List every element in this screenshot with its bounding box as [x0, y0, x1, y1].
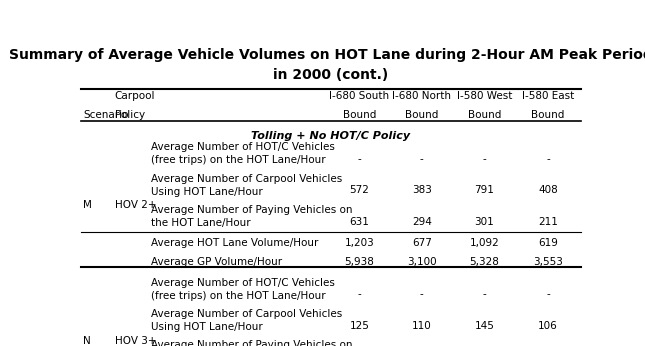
Text: -: -: [482, 289, 486, 299]
Text: 631: 631: [350, 217, 369, 227]
Text: Using HOT Lane/Hour: Using HOT Lane/Hour: [151, 187, 263, 197]
Text: 3,100: 3,100: [407, 257, 437, 266]
Text: (free trips) on the HOT Lane/Hour: (free trips) on the HOT Lane/Hour: [151, 155, 325, 165]
Text: Carpool: Carpool: [115, 91, 155, 101]
Text: Average Number of Paying Vehicles on: Average Number of Paying Vehicles on: [151, 340, 352, 346]
Text: Policy: Policy: [115, 110, 144, 120]
Text: -: -: [357, 289, 361, 299]
Text: 301: 301: [475, 217, 494, 227]
Text: Tolling + No HOT/C Policy: Tolling + No HOT/C Policy: [251, 131, 410, 141]
Text: -: -: [357, 154, 361, 164]
Text: the HOT Lane/Hour: the HOT Lane/Hour: [151, 218, 250, 228]
Text: -: -: [546, 154, 550, 164]
Text: 1,203: 1,203: [344, 238, 374, 248]
Text: I-680 North: I-680 North: [392, 91, 451, 101]
Text: 294: 294: [412, 217, 432, 227]
Text: Average Number of Paying Vehicles on: Average Number of Paying Vehicles on: [151, 205, 352, 215]
Text: Bound: Bound: [468, 110, 501, 120]
Text: -: -: [482, 154, 486, 164]
Text: Average HOT Lane Volume/Hour: Average HOT Lane Volume/Hour: [151, 238, 318, 248]
Text: I-680 South: I-680 South: [329, 91, 390, 101]
Text: 619: 619: [538, 238, 558, 248]
Text: (free trips) on the HOT Lane/Hour: (free trips) on the HOT Lane/Hour: [151, 291, 325, 301]
Text: -: -: [546, 289, 550, 299]
Text: Average Number of Carpool Vehicles: Average Number of Carpool Vehicles: [151, 309, 342, 319]
Text: 572: 572: [350, 185, 369, 195]
Text: 5,328: 5,328: [470, 257, 499, 266]
Text: Average GP Volume/Hour: Average GP Volume/Hour: [151, 257, 282, 266]
Text: Average Number of Carpool Vehicles: Average Number of Carpool Vehicles: [151, 174, 342, 184]
Text: HOV 3+: HOV 3+: [115, 336, 156, 346]
Text: 791: 791: [474, 185, 494, 195]
Text: 110: 110: [412, 321, 432, 331]
Text: 677: 677: [412, 238, 432, 248]
Text: M: M: [83, 200, 92, 210]
Text: 211: 211: [538, 217, 558, 227]
Text: HOV 2+: HOV 2+: [115, 200, 156, 210]
Text: I-580 West: I-580 West: [457, 91, 512, 101]
Text: Bound: Bound: [531, 110, 564, 120]
Text: 383: 383: [412, 185, 432, 195]
Text: 106: 106: [538, 321, 558, 331]
Text: I-580 East: I-580 East: [522, 91, 574, 101]
Text: 125: 125: [350, 321, 369, 331]
Text: Summary of Average Vehicle Volumes on HOT Lane during 2-Hour AM Peak Period: Summary of Average Vehicle Volumes on HO…: [8, 48, 645, 62]
Text: 3,553: 3,553: [533, 257, 563, 266]
Text: Average Number of HOT/C Vehicles: Average Number of HOT/C Vehicles: [151, 277, 335, 288]
Text: -: -: [420, 154, 424, 164]
Text: in 2000 (cont.): in 2000 (cont.): [273, 68, 388, 82]
Text: 145: 145: [474, 321, 494, 331]
Text: Scenario: Scenario: [83, 110, 128, 120]
Text: Bound: Bound: [405, 110, 439, 120]
Text: Average Number of HOT/C Vehicles: Average Number of HOT/C Vehicles: [151, 142, 335, 152]
Text: 408: 408: [538, 185, 558, 195]
Text: 1,092: 1,092: [470, 238, 499, 248]
Text: Using HOT Lane/Hour: Using HOT Lane/Hour: [151, 322, 263, 332]
Text: -: -: [420, 289, 424, 299]
Text: N: N: [83, 336, 91, 346]
Text: 5,938: 5,938: [344, 257, 374, 266]
Text: Bound: Bound: [342, 110, 376, 120]
